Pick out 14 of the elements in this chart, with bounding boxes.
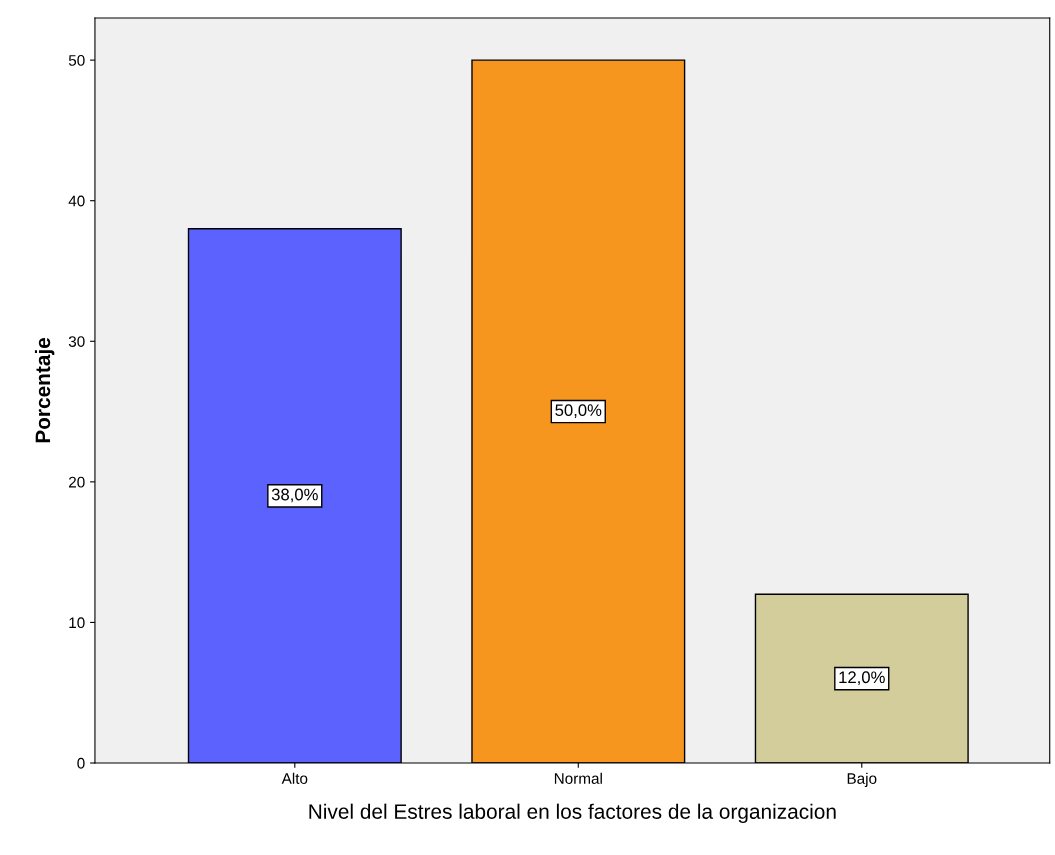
y-tick-label: 0 xyxy=(77,757,85,769)
x-axis-title: Nivel del Estres laboral en los factores de la organizacion xyxy=(309,803,836,824)
y-tick-label: 30 xyxy=(68,336,85,347)
x-tick-label: Normal xyxy=(554,772,602,784)
data-label: 12,0% xyxy=(839,671,885,686)
y-tick-label: 10 xyxy=(69,617,85,629)
y-tick-label: 40 xyxy=(68,195,85,207)
x-tick-label: Bajo xyxy=(847,772,877,787)
y-axis-title: Porcentaje xyxy=(34,337,55,443)
y-tick-label: 50 xyxy=(68,55,85,66)
y-tick-label: 20 xyxy=(69,476,85,488)
data-label: 50,0% xyxy=(555,404,602,419)
x-tick-label: Alto xyxy=(281,772,308,784)
data-label: 38,0% xyxy=(271,488,318,503)
